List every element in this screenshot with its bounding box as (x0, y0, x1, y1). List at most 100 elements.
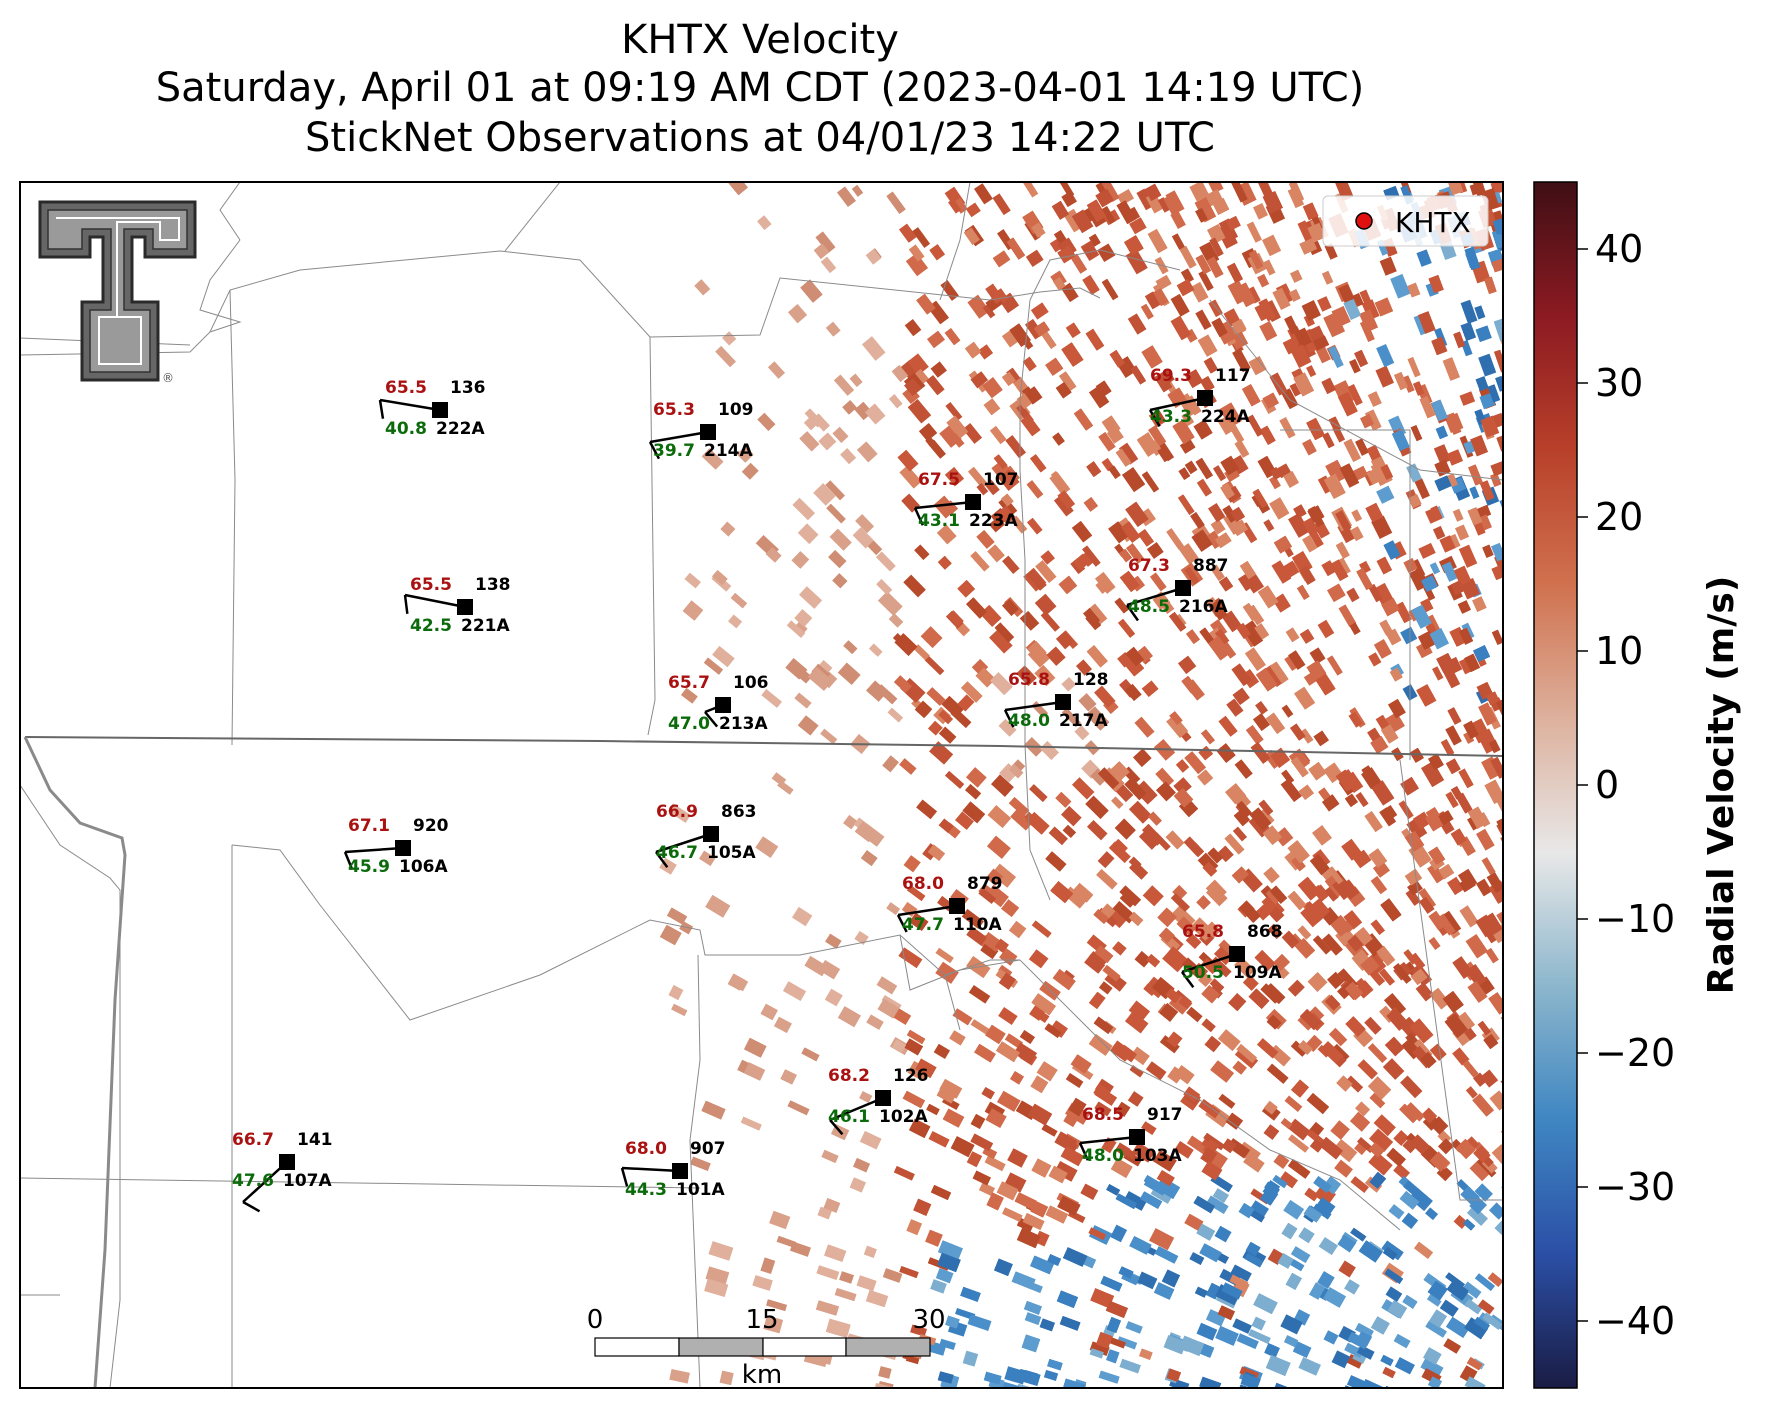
station-wind-direction: 868 (1247, 922, 1283, 942)
map-area[interactable]: 65.5 136 40.8 222A 65.3 109 39.7 214A 67.5 107 43.… (19, 171, 1530, 1403)
station-temperature: 65.5 (410, 575, 452, 595)
station-marker-icon (965, 494, 981, 510)
colorbar: 40 30 20 10 0 −10 −20 −30 −40 Radial Velocity (m… (1533, 181, 1742, 1389)
colorbar-tick-label: 30 (1595, 361, 1643, 405)
station-dewpoint: 40.8 (385, 419, 427, 439)
colorbar-tick-label: 20 (1595, 495, 1643, 539)
station-id: 107A (283, 1171, 332, 1191)
wind-barb-icon (649, 430, 709, 444)
station-dewpoint: 43.3 (1150, 407, 1192, 427)
station-103A: 68.5 917 48.0 103A (1078, 1105, 1183, 1166)
station-marker-icon (395, 840, 411, 856)
station-marker-icon (1229, 946, 1245, 962)
scale-unit: km (742, 1360, 782, 1390)
colorbar-tick-label: −20 (1595, 1031, 1675, 1075)
wind-barb-icon (1004, 700, 1064, 712)
station-id: 224A (1201, 407, 1250, 427)
station-id: 223A (969, 511, 1018, 531)
station-221A: 65.5 138 42.5 221A (403, 575, 511, 636)
station-temperature: 65.7 (668, 673, 710, 693)
colorbar-tick-label: 0 (1595, 763, 1619, 807)
river-boundary (23, 736, 127, 1388)
colorbar-tick-label: 10 (1595, 629, 1643, 673)
station-wind-direction: 136 (450, 378, 486, 398)
station-marker-icon (1055, 694, 1071, 710)
title-line-3: StickNet Observations at 04/01/23 14:22 … (305, 115, 1215, 161)
station-marker-icon (949, 898, 965, 914)
station-213A: 65.7 106 47.0 213A (668, 673, 769, 734)
station-temperature: 68.2 (828, 1066, 870, 1086)
station-102A: 68.2 126 46.1 102A (828, 1066, 929, 1136)
station-wind-direction: 106 (733, 673, 769, 693)
scale-label-15: 15 (745, 1305, 778, 1335)
station-marker-icon (1129, 1129, 1145, 1145)
station-wind-direction: 138 (475, 575, 511, 595)
wind-barb-icon (655, 832, 712, 854)
station-dewpoint: 44.3 (625, 1180, 667, 1200)
station-110A: 68.0 879 47.7 110A (896, 874, 1003, 935)
station-dewpoint: 48.0 (1008, 711, 1050, 731)
station-marker-icon (703, 826, 719, 842)
station-id: 105A (707, 843, 756, 863)
station-temperature: 68.5 (1082, 1105, 1124, 1125)
station-id: 109A (1233, 963, 1282, 983)
title-line-2: Saturday, April 01 at 09:19 AM CDT (2023… (155, 65, 1365, 111)
station-dewpoint: 43.1 (918, 511, 960, 531)
station-wind-direction: 917 (1147, 1105, 1183, 1125)
station-id: 106A (399, 857, 448, 877)
station-temperature: 67.1 (348, 816, 390, 836)
station-222A: 65.5 136 40.8 222A (378, 378, 486, 439)
wind-barb-icon (897, 904, 958, 917)
station-216A: 67.3 887 48.5 216A (1125, 556, 1229, 622)
colorbar-label: Radial Velocity (m/s) (1701, 576, 1742, 995)
station-223A: 67.5 107 43.1 223A (913, 470, 1019, 531)
station-107A: 66.7 141 47.6 107A (232, 1130, 333, 1213)
station-marker-icon (700, 424, 716, 440)
station-wind-direction: 907 (690, 1139, 726, 1159)
station-marker-icon (457, 599, 473, 615)
colorbar-tick-label: −30 (1595, 1165, 1675, 1209)
colorbar-tick-label: −40 (1595, 1299, 1675, 1343)
station-id: 216A (1179, 597, 1228, 617)
station-wind-direction: 117 (1215, 366, 1251, 386)
station-224A: 69.3 117 43.3 224A (1148, 366, 1251, 427)
station-wind-direction: 887 (1193, 556, 1229, 576)
station-dewpoint: 50.5 (1182, 963, 1224, 983)
sticknet-stations: 65.5 136 40.8 222A 65.3 109 39.7 214A 67.5 107 43.… (232, 366, 1283, 1213)
station-wind-direction: 107 (983, 470, 1019, 490)
legend-label: KHTX (1395, 206, 1471, 239)
wind-barb-icon (1079, 1135, 1138, 1145)
station-dewpoint: 47.7 (902, 915, 944, 935)
station-marker-icon (1175, 580, 1191, 596)
radar-velocity-layer (659, 182, 1503, 1388)
county-boundaries (20, 182, 1503, 1388)
station-214A: 65.3 109 39.7 214A (648, 400, 754, 461)
wind-barb-icon (344, 846, 404, 854)
station-id: 222A (436, 419, 485, 439)
station-marker-icon (1197, 390, 1213, 406)
station-id: 102A (879, 1107, 928, 1127)
station-temperature: 65.8 (1008, 670, 1050, 690)
station-id: 221A (461, 616, 510, 636)
station-wind-direction: 879 (967, 874, 1003, 894)
station-marker-icon (432, 402, 448, 418)
colorbar-tick-label: 40 (1595, 227, 1643, 271)
khtx-marker-icon (1355, 212, 1373, 230)
station-temperature: 69.3 (1150, 366, 1192, 386)
station-temperature: 68.0 (902, 874, 944, 894)
colorbar-gradient (1533, 181, 1578, 1389)
station-dewpoint: 42.5 (410, 616, 452, 636)
station-101A: 68.0 907 44.3 101A (620, 1139, 726, 1200)
wind-barb-icon (914, 500, 974, 510)
station-id: 110A (953, 915, 1002, 935)
station-temperature: 67.3 (1128, 556, 1170, 576)
station-dewpoint: 48.5 (1128, 597, 1170, 617)
station-wind-direction: 863 (721, 802, 757, 822)
station-marker-icon (279, 1154, 295, 1170)
station-dewpoint: 39.7 (653, 441, 695, 461)
station-temperature: 65.3 (653, 400, 695, 420)
wind-barb-icon (1149, 396, 1206, 412)
scale-bar: 0 15 30 km (587, 1305, 946, 1390)
station-temperature: 68.0 (625, 1139, 667, 1159)
